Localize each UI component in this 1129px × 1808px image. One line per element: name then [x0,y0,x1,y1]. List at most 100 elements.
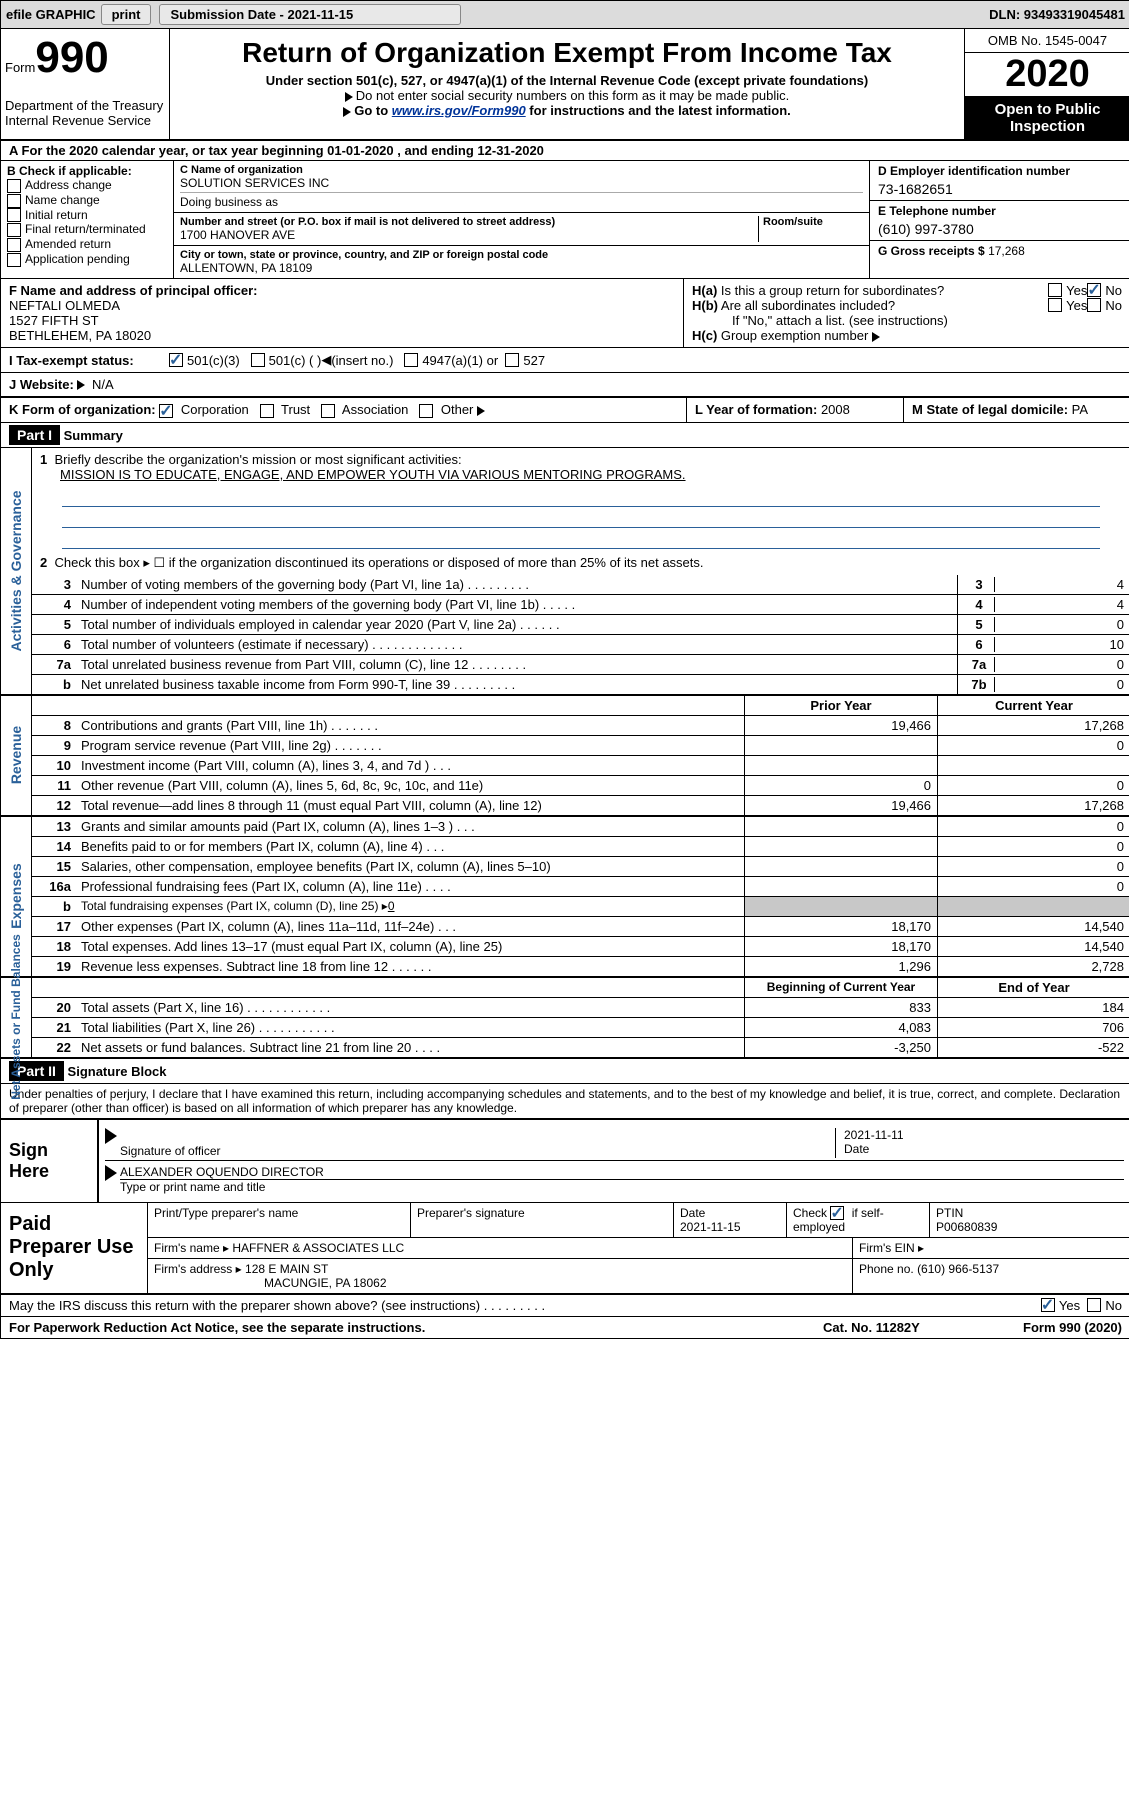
website-value: N/A [92,377,114,392]
officer-label: F Name and address of principal officer: [9,283,675,298]
tax-exempt-label: I Tax-exempt status: [9,353,169,368]
net-assets-section: Net Assets or Fund Balances Beginning of… [1,978,1129,1058]
checkbox-association[interactable] [321,404,335,418]
firm-name-label: Firm's name ▸ [154,1241,229,1255]
department-label: Department of the Treasury Internal Reve… [5,98,165,128]
paperwork-notice: For Paperwork Reduction Act Notice, see … [9,1320,823,1335]
checkbox-501c3[interactable] [169,353,183,367]
line16a-desc: Professional fundraising fees (Part IX, … [75,877,744,896]
form-990-container: efile GRAPHIC print Submission Date - 20… [0,0,1129,1339]
cb-label: Final return/terminated [25,222,146,236]
arrow-icon [477,406,485,416]
checkbox-corporation[interactable] [159,404,173,418]
checkbox-ha-no[interactable] [1087,283,1101,297]
line17-prior: 18,170 [744,917,937,936]
checkbox-amended[interactable] [7,238,21,252]
state-domicile: PA [1072,402,1088,417]
ptin-value: P00680839 [936,1220,997,1234]
dba-label: Doing business as [180,195,863,209]
org-name-label: C Name of organization [180,164,863,176]
line3-desc: Number of voting members of the governin… [75,575,957,594]
line3-val: 4 [999,577,1124,592]
checkbox-527[interactable] [505,353,519,367]
checkbox-discuss-no[interactable] [1087,1298,1101,1312]
line7a-val: 0 [999,657,1124,672]
part1-badge: Part I [9,425,60,445]
checkbox-application-pending[interactable] [7,253,21,267]
checkbox-name-change[interactable] [7,194,21,208]
checkbox-other[interactable] [419,404,433,418]
gross-receipts: 17,268 [988,244,1025,258]
print-button[interactable]: print [101,4,152,25]
arrow-icon [345,92,353,102]
line10-prior [744,756,937,775]
line16b-desc: Total fundraising expenses (Part IX, col… [81,899,388,913]
sig-date-label: Date [844,1142,1124,1156]
sig-officer-label: Signature of officer [120,1144,835,1158]
end-year-header: End of Year [937,978,1129,997]
cb-label: Application pending [25,252,130,266]
line17-current: 14,540 [937,917,1129,936]
arrow-icon [872,332,880,342]
phone-value: (610) 997-3780 [878,221,1122,237]
line12-desc: Total revenue—add lines 8 through 11 (mu… [75,796,744,815]
ein-label: D Employer identification number [878,164,1122,178]
line16b-prior-shaded [744,897,937,916]
tax-year: 2020 [965,53,1129,97]
city-state-zip: ALLENTOWN, PA 18109 [180,261,863,275]
hb-note: If "No," attach a list. (see instruction… [692,313,1122,328]
instructions-link[interactable]: www.irs.gov/Form990 [392,103,526,118]
checkbox-501c[interactable] [251,353,265,367]
mission-blank-line [62,509,1100,528]
line14-current: 0 [937,837,1129,856]
officer-addr2: BETHLEHEM, PA 18020 [9,328,675,343]
revenue-section: Revenue Prior YearCurrent Year 8Contribu… [1,696,1129,817]
line12-prior: 19,466 [744,796,937,815]
arrow-icon [77,380,85,390]
line11-desc: Other revenue (Part VIII, column (A), li… [75,776,744,795]
sig-date-value: 2021-11-11 [844,1128,1124,1142]
checkbox-4947[interactable] [404,353,418,367]
row-a-tax-year: A For the 2020 calendar year, or tax yea… [1,141,1129,161]
side-expenses: Expenses [8,863,24,928]
line13-desc: Grants and similar amounts paid (Part IX… [75,817,744,836]
line7a-desc: Total unrelated business revenue from Pa… [75,655,957,674]
checkbox-self-employed[interactable] [830,1206,844,1220]
line13-prior [744,817,937,836]
section-b-header: B Check if applicable: [7,164,167,178]
cb-label: Initial return [25,208,88,222]
checkbox-address-change[interactable] [7,179,21,193]
checkbox-discuss-yes[interactable] [1041,1298,1055,1312]
firm-addr2: MACUNGIE, PA 18062 [264,1276,387,1290]
line17-desc: Other expenses (Part IX, column (A), lin… [75,917,744,936]
name-label: Type or print name and title [120,1179,1124,1194]
checkbox-ha-yes[interactable] [1048,283,1062,297]
prep-sig-label: Preparer's signature [411,1203,674,1238]
city-label: City or town, state or province, country… [180,249,863,261]
line11-prior: 0 [744,776,937,795]
line8-current: 17,268 [937,716,1129,735]
gross-label: G Gross receipts $ [878,244,985,258]
begin-year-header: Beginning of Current Year [744,978,937,997]
part1-header-row: Part I Summary [1,423,1129,448]
line5-val: 0 [999,617,1124,632]
form-header: Form990 Department of the Treasury Inter… [1,29,1129,141]
mission-text: MISSION IS TO EDUCATE, ENGAGE, AND EMPOW… [60,467,686,482]
addr-label: Number and street (or P.O. box if mail i… [180,216,758,228]
cb-label: Name change [25,193,100,207]
dln-label: DLN: 93493319045481 [989,7,1125,22]
line20-desc: Total assets (Part X, line 16) . . . . .… [75,998,744,1017]
checkbox-trust[interactable] [260,404,274,418]
row-j-website: J Website: N/A [1,373,1129,398]
ptin-label: PTIN [936,1206,963,1220]
checkbox-final-return[interactable] [7,223,21,237]
instruction-1: Do not enter social security numbers on … [356,88,790,103]
line10-desc: Investment income (Part VIII, column (A)… [75,756,744,775]
checkbox-hb-yes[interactable] [1048,298,1062,312]
cb-label: Address change [25,178,112,192]
checkbox-hb-no[interactable] [1087,298,1101,312]
line20-begin: 833 [744,998,937,1017]
section-bcd: B Check if applicable: Address change Na… [1,161,1129,279]
part1-title: Summary [64,428,123,443]
checkbox-initial-return[interactable] [7,208,21,222]
